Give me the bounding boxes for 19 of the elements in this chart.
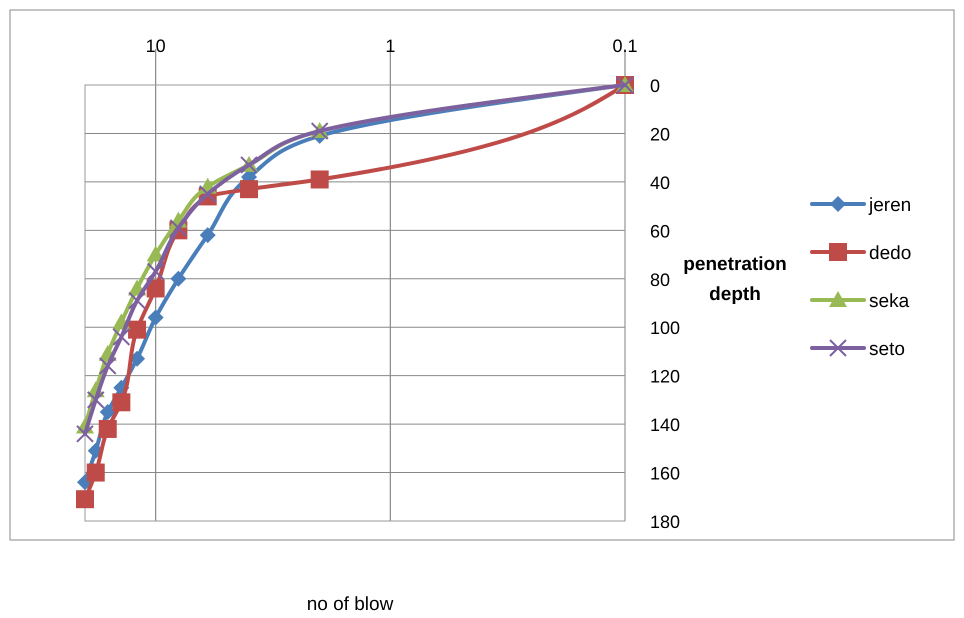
x-tick-label: 1 [385,36,396,56]
legend-label: jeren [868,195,912,216]
y-tick-label: 120 [650,366,680,387]
y-tick-label: 180 [650,512,680,532]
x-tick-label: 0.1 [612,36,638,56]
y-tick-label: 0 [650,76,660,96]
legend-label: seka [869,291,910,312]
legend-label: seto [869,339,905,360]
y-tick-label: 140 [650,415,680,436]
legend-label: dedo [869,243,912,264]
x-axis-title: no of blow [306,594,394,615]
x-tick-label: 10 [146,36,166,56]
y-tick-label: 40 [650,172,670,193]
y-tick-label: 60 [650,221,670,242]
y-tick-label: 80 [650,270,670,290]
y-axis-title: penetration depth [683,254,787,305]
y-tick-label: 100 [650,318,680,338]
y-tick-label: 20 [650,124,670,144]
y-tick-label: 160 [650,464,680,484]
